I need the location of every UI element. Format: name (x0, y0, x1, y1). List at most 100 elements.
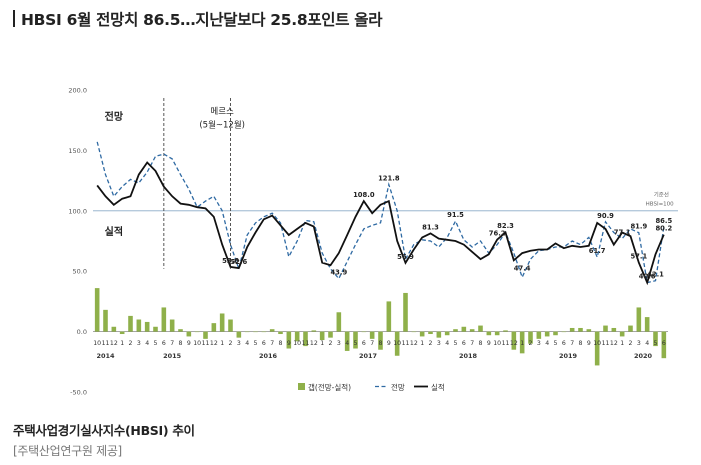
x-month-label: 4 (145, 340, 149, 347)
data-label: 43.9 (330, 269, 347, 277)
x-year-label: 2016 (259, 352, 278, 360)
x-month-label: 2 (629, 340, 633, 347)
data-label: 81.9 (630, 223, 647, 231)
y-tick-label: 50.0 (73, 268, 87, 276)
x-month-label: 3 (337, 340, 341, 347)
legend-forecast-label: 전망 (391, 382, 405, 392)
x-month-label: 3 (437, 340, 441, 347)
gap-bar (636, 307, 642, 332)
x-year-label: 2014 (96, 352, 115, 360)
x-month-label: 11 (102, 340, 110, 347)
gap-bar (519, 331, 525, 354)
x-month-label: 7 (170, 340, 174, 347)
gap-bar (103, 309, 108, 332)
source-credit: [주택산업연구원 제공] (13, 444, 122, 458)
x-month-label: 10 (293, 340, 301, 347)
x-month-label: 7 (570, 340, 574, 347)
x-month-label: 10 (593, 340, 601, 347)
x-month-label: 6 (562, 340, 566, 347)
gap-bar (444, 331, 450, 336)
x-month-label: 3 (537, 340, 541, 347)
x-month-label: 9 (287, 340, 291, 347)
x-month-label: 3 (237, 340, 241, 347)
gap-bar (619, 331, 625, 337)
x-month-label: 8 (179, 340, 183, 347)
gap-bar (278, 331, 283, 335)
x-month-label: 2 (129, 340, 133, 347)
annotation-label: (5월~12월) (199, 119, 245, 130)
gap-bar (336, 312, 342, 332)
gap-bar (644, 317, 650, 332)
data-label: 82.3 (497, 222, 514, 230)
x-month-label: 8 (579, 340, 583, 347)
gap-bar (111, 326, 117, 332)
gap-bar (311, 330, 317, 332)
x-month-label: 2 (329, 340, 333, 347)
x-month-label: 6 (662, 340, 666, 347)
data-label: 40.6 (639, 273, 656, 281)
x-month-label: 1 (320, 340, 324, 347)
gap-bar (228, 319, 233, 332)
gap-bar (428, 331, 433, 335)
gap-bar (494, 331, 500, 336)
x-month-label: 11 (302, 340, 310, 347)
x-month-label: 5 (354, 340, 358, 347)
gap-bar (211, 323, 217, 332)
x-month-label: 6 (162, 340, 166, 347)
data-label: 42.1 (647, 271, 664, 279)
x-month-label: 8 (379, 340, 383, 347)
x-month-label: 9 (387, 340, 391, 347)
gap-bar (219, 313, 225, 332)
x-month-label: 10 (493, 340, 501, 347)
x-month-label: 8 (479, 340, 483, 347)
gap-bar (436, 331, 442, 338)
gap-bar (328, 331, 333, 338)
legend-gap-label: 갭(전망-실적) (308, 382, 351, 392)
data-label: 86.5 (655, 217, 672, 225)
legend-gap-swatch (298, 383, 305, 390)
gap-bar (603, 325, 608, 332)
gap-bar (419, 331, 425, 337)
gap-bar (478, 325, 483, 332)
gap-bar (169, 319, 175, 332)
legend-actual-label: 실적 (431, 382, 445, 392)
x-month-label: 3 (637, 340, 641, 347)
gap-bar (236, 331, 242, 338)
gap-bar (319, 331, 325, 341)
gap-bar (594, 331, 600, 366)
x-month-label: 8 (279, 340, 283, 347)
data-label: 52.6 (230, 258, 247, 266)
y-tick-label: 200.0 (68, 87, 87, 95)
gap-bar (628, 325, 633, 332)
x-month-label: 5 (454, 340, 458, 347)
x-month-label: 7 (270, 340, 274, 347)
x-month-label: 10 (93, 340, 101, 347)
x-month-label: 1 (120, 340, 124, 347)
annotation-label: 전망 (105, 110, 124, 123)
x-month-label: 2 (429, 340, 433, 347)
gap-bar (253, 331, 258, 333)
actual-line (96, 161, 665, 286)
gap-bar (161, 307, 167, 332)
gap-bar (344, 331, 350, 351)
x-month-label: 12 (610, 340, 618, 347)
x-month-label: 12 (110, 340, 118, 347)
data-label: 77.1 (614, 228, 631, 236)
gap-bar (578, 327, 583, 332)
y-tick-label: 100.0 (68, 207, 87, 215)
gap-bar (586, 329, 592, 332)
gap-bar (303, 331, 308, 347)
data-label: 47.4 (514, 264, 531, 272)
gap-bar (544, 331, 550, 337)
x-month-label: 1 (620, 340, 624, 347)
x-month-label: 12 (310, 340, 318, 347)
x-month-label: 1 (220, 340, 224, 347)
x-year-label: 2017 (359, 352, 377, 360)
gap-bar (194, 331, 200, 333)
x-month-label: 2 (529, 340, 533, 347)
x-month-label: 12 (510, 340, 518, 347)
annotation-label: 메르스 (210, 107, 234, 117)
x-month-label: 4 (445, 340, 449, 347)
x-month-label: 9 (587, 340, 591, 347)
